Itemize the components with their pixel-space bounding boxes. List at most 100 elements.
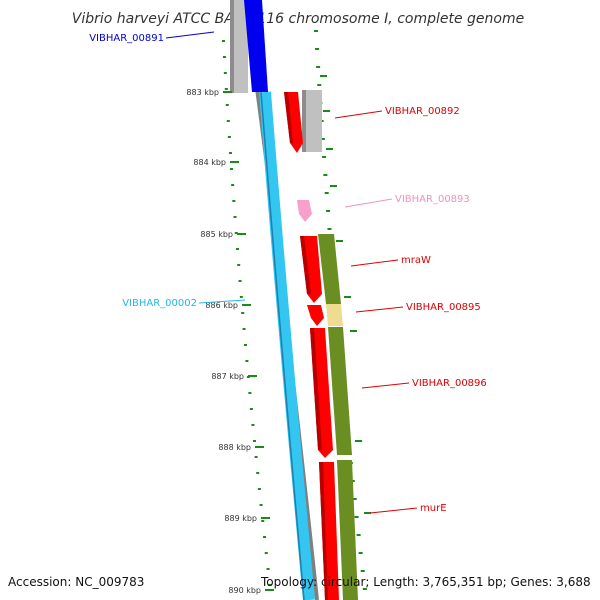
gc-dash <box>326 148 333 150</box>
gc-dot <box>358 552 363 554</box>
gc-dot <box>326 210 331 212</box>
gc-dot <box>225 104 229 106</box>
vibhar-00891-gene <box>244 0 268 92</box>
gc-dot <box>268 584 272 586</box>
position-ticks: 883 kbp 884 kbp 885 kbp 886 kbp 887 kbp 888 k… <box>186 88 274 595</box>
gc-dot <box>354 516 359 518</box>
gc-dot <box>315 48 320 50</box>
gene-label[interactable]: mraW <box>401 255 431 266</box>
gc-dot <box>324 192 329 194</box>
gc-dot <box>223 72 227 74</box>
olive-feature-mraw <box>318 234 341 304</box>
gray-feature-top-edge <box>230 0 234 93</box>
gc-dash <box>344 296 351 298</box>
mure-gene-shade <box>319 462 328 600</box>
gc-dot <box>235 248 239 250</box>
gc-dot <box>362 588 367 590</box>
gene-leader-line <box>344 198 393 208</box>
gene-leader-line <box>369 507 418 514</box>
gene-leader-line <box>165 31 215 39</box>
gc-dot <box>245 360 249 362</box>
gc-dot <box>233 216 237 218</box>
cyan-feature-track <box>259 91 315 600</box>
gc-dot <box>222 40 225 42</box>
mraw-gene-shade <box>300 236 311 294</box>
gc-dot <box>356 534 361 536</box>
gc-dot <box>242 328 246 330</box>
gene-label[interactable]: VIBHAR_00893 <box>395 194 470 205</box>
gc-dot <box>266 568 270 570</box>
gc-dot <box>232 200 236 202</box>
gc-dot <box>252 440 256 442</box>
gene-leader-line <box>350 259 399 267</box>
gc-dot <box>257 488 261 490</box>
gene-leader-line <box>334 110 383 119</box>
gc-dot <box>264 552 268 554</box>
tick-label: 885 kbp <box>200 230 233 239</box>
gc-dash <box>320 75 327 77</box>
tick-label: 887 kbp <box>211 372 244 381</box>
gc-dot <box>320 138 325 140</box>
tick-label: 889 kbp <box>224 514 257 523</box>
gc-dot <box>263 536 267 538</box>
vibhar-00895-gene <box>307 305 324 326</box>
vibhar-00892-gene-shade <box>284 92 293 143</box>
gc-dot <box>234 232 238 234</box>
gene-label[interactable]: VIBHAR_00895 <box>406 302 481 313</box>
gc-dash <box>323 110 330 112</box>
gene-label[interactable]: VIBHAR_00896 <box>412 378 487 389</box>
vibhar-00893-gene <box>297 200 312 222</box>
gene-label[interactable]: VIBHAR_00002 <box>122 298 197 309</box>
olive-feature-896 <box>328 327 352 455</box>
gc-dot <box>254 456 258 458</box>
gc-dot <box>322 156 327 158</box>
gc-dash <box>350 330 357 332</box>
tick-label: 886 kbp <box>205 301 238 310</box>
tick-label: 890 kbp <box>228 586 261 595</box>
gc-dash <box>330 185 337 187</box>
gc-dash <box>355 440 362 442</box>
gray-feature-892 <box>302 90 322 152</box>
vibhar-00896-gene-shade <box>310 328 322 450</box>
tick-label: 884 kbp <box>193 158 226 167</box>
gc-dot <box>360 570 365 572</box>
cyan-feature-edge <box>260 91 305 600</box>
gc-dot <box>256 472 260 474</box>
gc-dash <box>336 240 343 242</box>
gene-label[interactable]: murE <box>420 503 447 514</box>
gene-label[interactable]: VIBHAR_00892 <box>385 106 460 117</box>
gc-dot <box>248 392 252 394</box>
tick-label: 883 kbp <box>186 88 219 97</box>
gene-leader-line <box>361 382 410 389</box>
olive-feature-mure <box>337 460 358 600</box>
genome-summary-text: Topology: circular; Length: 3,765,351 bp… <box>261 575 591 589</box>
gc-dot <box>239 296 243 298</box>
gc-dot <box>237 264 241 266</box>
gc-dot <box>352 498 357 500</box>
gray-feature-top <box>230 0 248 93</box>
gc-dot <box>241 312 245 314</box>
gene-leader-line <box>355 306 404 313</box>
map-title: Vibrio harveyi ATCC BAA-1116 chromosome … <box>72 11 524 27</box>
gene-labels: VIBHAR_00891 VIBHAR_00892 VIBHAR_00893 mraW… <box>89 31 487 514</box>
gc-dot <box>224 88 228 90</box>
gc-dot <box>316 66 321 68</box>
gc-dot <box>227 136 231 138</box>
gene-leader-line <box>198 299 246 304</box>
gc-dot <box>222 56 226 58</box>
gc-dot <box>243 344 247 346</box>
gc-dot <box>228 152 232 154</box>
gc-dot <box>317 84 322 86</box>
accession-text: Accession: NC_009783 <box>8 575 145 589</box>
yellow-feature-895 <box>326 304 343 326</box>
gc-dot <box>259 504 263 506</box>
gc-dot <box>327 228 332 230</box>
gc-dot <box>249 408 253 410</box>
gc-dot <box>261 520 265 522</box>
gc-dash <box>364 512 371 514</box>
gc-dot <box>251 424 255 426</box>
gc-dot <box>226 120 230 122</box>
gc-dot <box>231 184 235 186</box>
gene-label[interactable]: VIBHAR_00891 <box>89 33 164 44</box>
